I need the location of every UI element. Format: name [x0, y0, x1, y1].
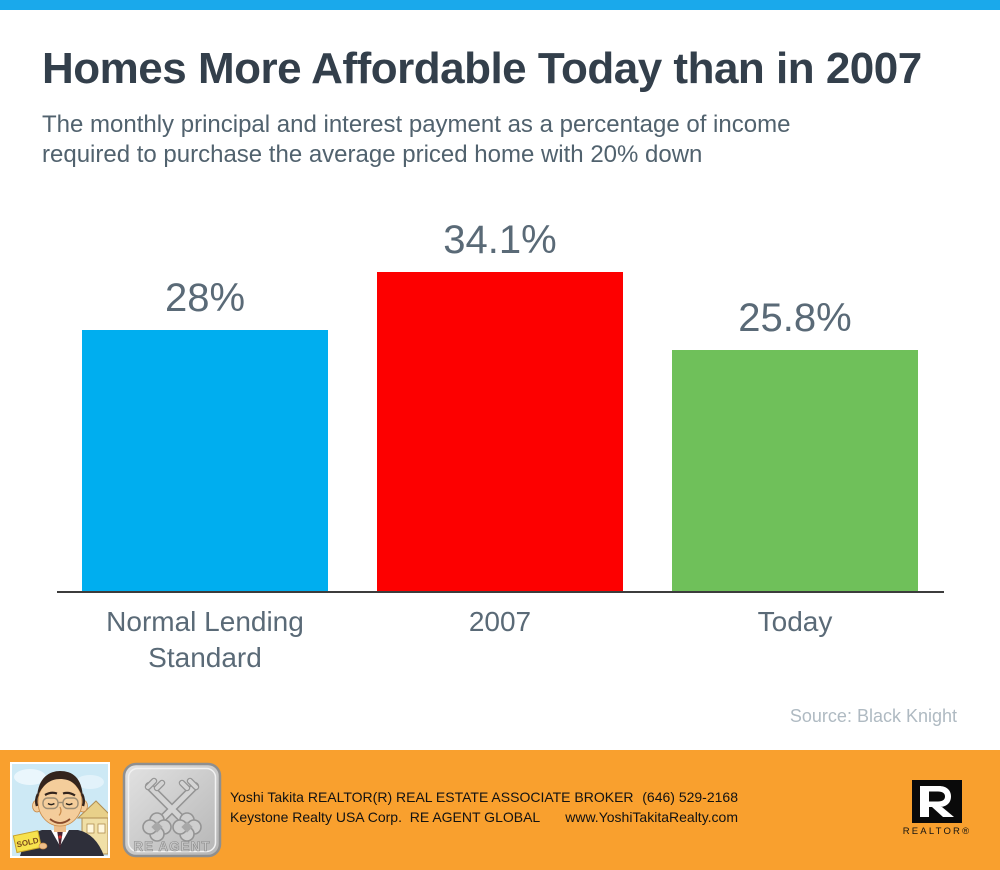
subtitle-line-1: The monthly principal and interest payme…	[42, 111, 791, 138]
realtor-r-icon	[912, 780, 962, 823]
realtor-wordmark: REALTOR®	[902, 826, 972, 837]
sold-sign: SOLD	[12, 830, 42, 854]
realtor-logo: REALTOR®	[900, 780, 974, 837]
re-agent-badge-label: RE AGENT	[133, 839, 210, 854]
footer: SOLD	[0, 750, 1000, 870]
contact-row-1: Yoshi Takita REALTOR(R) REAL ESTATE ASSO…	[230, 787, 738, 807]
subtitle-line-2: required to purchase the average priced …	[42, 141, 703, 168]
agent-website: www.YoshiTakitaRealty.com	[565, 809, 738, 825]
page-subtitle: The monthly principal and interest payme…	[42, 110, 790, 170]
bar-column-3: 25.8%	[672, 295, 918, 593]
agent-phone: (646) 529-2168	[642, 789, 738, 805]
bar-normal-lending-standard	[82, 330, 328, 593]
chart-category-labels: Normal Lending Standard 2007 Today	[0, 604, 1000, 676]
page-title: Homes More Affordable Today than in 2007	[42, 44, 922, 93]
bar-value-label: 25.8%	[738, 296, 852, 340]
chart-bars: 28% 34.1% 25.8%	[0, 210, 1000, 593]
source-note: Source: Black Knight	[789, 706, 957, 726]
x-axis-line	[57, 591, 944, 593]
agent-name-line: Yoshi Takita REALTOR(R) REAL ESTATE ASSO…	[230, 789, 634, 805]
top-accent-bar	[0, 0, 1000, 10]
bar-column-1: 28%	[82, 275, 328, 593]
contact-row-2: Keystone Realty USA Corp. RE AGENT GLOBA…	[230, 807, 738, 827]
category-label: Today	[757, 606, 833, 637]
agent-company-line: Keystone Realty USA Corp. RE AGENT GLOBA…	[230, 809, 541, 825]
bar-today	[672, 350, 918, 593]
bar-value-label: 34.1%	[443, 218, 557, 262]
agent-caricature-drawing: SOLD	[12, 764, 108, 856]
re-agent-badge: RE AGENT	[122, 762, 222, 858]
bar-value-label: 28%	[164, 276, 246, 320]
category-label: 2007	[468, 606, 532, 637]
bar-column-2: 34.1%	[377, 217, 623, 593]
agent-contact-block: Yoshi Takita REALTOR(R) REAL ESTATE ASSO…	[230, 787, 738, 827]
category-label: Normal Lending Standard	[106, 606, 304, 673]
bar-2007	[377, 272, 623, 593]
agent-caricature-image: SOLD	[10, 762, 110, 858]
crossed-keys-icon: RE AGENT	[122, 762, 222, 858]
